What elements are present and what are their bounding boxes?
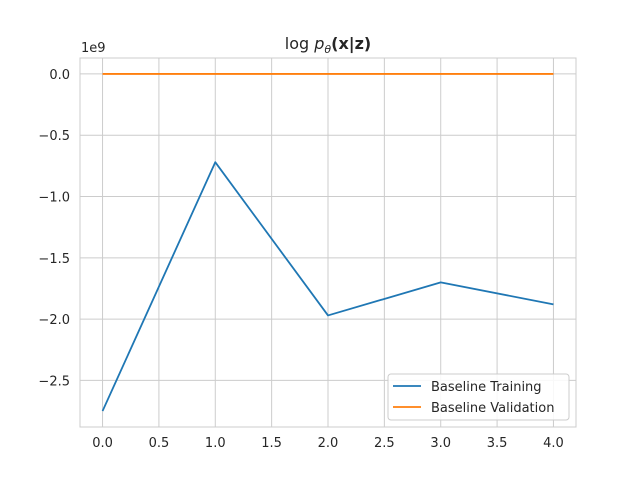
y-axis: 0.0 −0.5 −1.0 −1.5 −2.0 −2.5 [38,68,70,389]
y-tick-label: −2.5 [38,374,70,389]
y-tick-label: −1.0 [38,191,70,206]
x-axis: 0.0 0.5 1.0 1.5 2.0 2.5 3.0 3.5 4.0 [92,436,564,451]
y-offset-label: 1e9 [81,41,106,56]
x-tick-label: 3.0 [430,436,451,451]
chart-title: log pθ(x|z) [285,34,371,56]
y-tick-label: −2.0 [38,313,70,328]
series-layer [101,73,554,412]
x-tick-label: 3.5 [487,436,508,451]
y-tick-label: 0.0 [49,68,70,83]
x-tick-label: 1.5 [261,436,282,451]
legend-label: Baseline Validation [431,401,554,416]
legend-label: Baseline Training [431,380,542,395]
x-tick-label: 2.0 [318,436,339,451]
x-tick-label: 2.5 [374,436,395,451]
x-tick-label: 4.0 [543,436,564,451]
y-tick-label: −1.5 [38,252,70,267]
x-tick-label: 1.0 [205,436,226,451]
series-line-baseline-training [101,161,554,412]
y-tick-label: −0.5 [38,129,70,144]
x-tick-label: 0.5 [149,436,170,451]
legend-frame [387,373,570,421]
legend: Baseline Training Baseline Validation [387,373,570,421]
x-tick-label: 0.0 [92,436,113,451]
